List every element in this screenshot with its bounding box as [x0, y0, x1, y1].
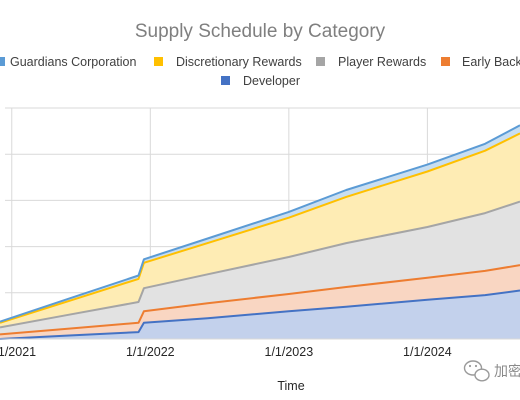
x-tick-label: 1/1/2022 [126, 345, 175, 359]
watermark: 加密 [463, 360, 520, 382]
x-tick-labels: 1/1/2021 1/1/2022 1/1/2023 1/1/2024 [0, 345, 452, 359]
area-guardians-corporation [0, 125, 520, 323]
legend-label-discretionary: Discretionary Rewards [176, 55, 302, 69]
wechat-icon [463, 360, 490, 382]
line-early-backers [0, 264, 520, 336]
legend-swatch-player [316, 57, 325, 66]
line-player-rewards [0, 200, 520, 329]
legend-label-player: Player Rewards [338, 55, 426, 69]
x-tick-label: 1/1/2024 [403, 345, 452, 359]
plot-areas [0, 125, 520, 339]
legend-swatch-discretionary [154, 57, 163, 66]
line-developer [0, 289, 520, 340]
line-guardians-corporation [0, 124, 520, 323]
legend-item-early: Early Backers [441, 55, 520, 69]
watermark-text: 加密 [494, 363, 520, 380]
legend: Guardians Corporation Discretionary Rewa… [0, 55, 520, 88]
legend-item-discretionary: Discretionary Rewards [154, 55, 302, 69]
legend-item-developer: Developer [221, 74, 300, 88]
plot-lines [0, 124, 520, 340]
legend-item-guardians: Guardians Corporation [0, 55, 137, 69]
legend-swatch-early [441, 57, 450, 66]
x-tick-label: 1/1/2023 [265, 345, 314, 359]
x-tick-label: 1/1/2021 [0, 345, 36, 359]
area-early-backers [0, 265, 520, 339]
legend-swatch-guardians [0, 57, 5, 66]
legend-item-player: Player Rewards [316, 55, 426, 69]
chart-title: Supply Schedule by Category [135, 21, 386, 42]
line-discretionary-rewards [0, 132, 520, 324]
legend-label-guardians: Guardians Corporation [10, 55, 137, 69]
x-axis-label: Time [277, 379, 304, 393]
legend-label-early: Early Backers [462, 55, 520, 69]
legend-label-developer: Developer [243, 74, 300, 88]
area-discretionary-rewards [0, 133, 520, 328]
legend-swatch-developer [221, 76, 230, 85]
